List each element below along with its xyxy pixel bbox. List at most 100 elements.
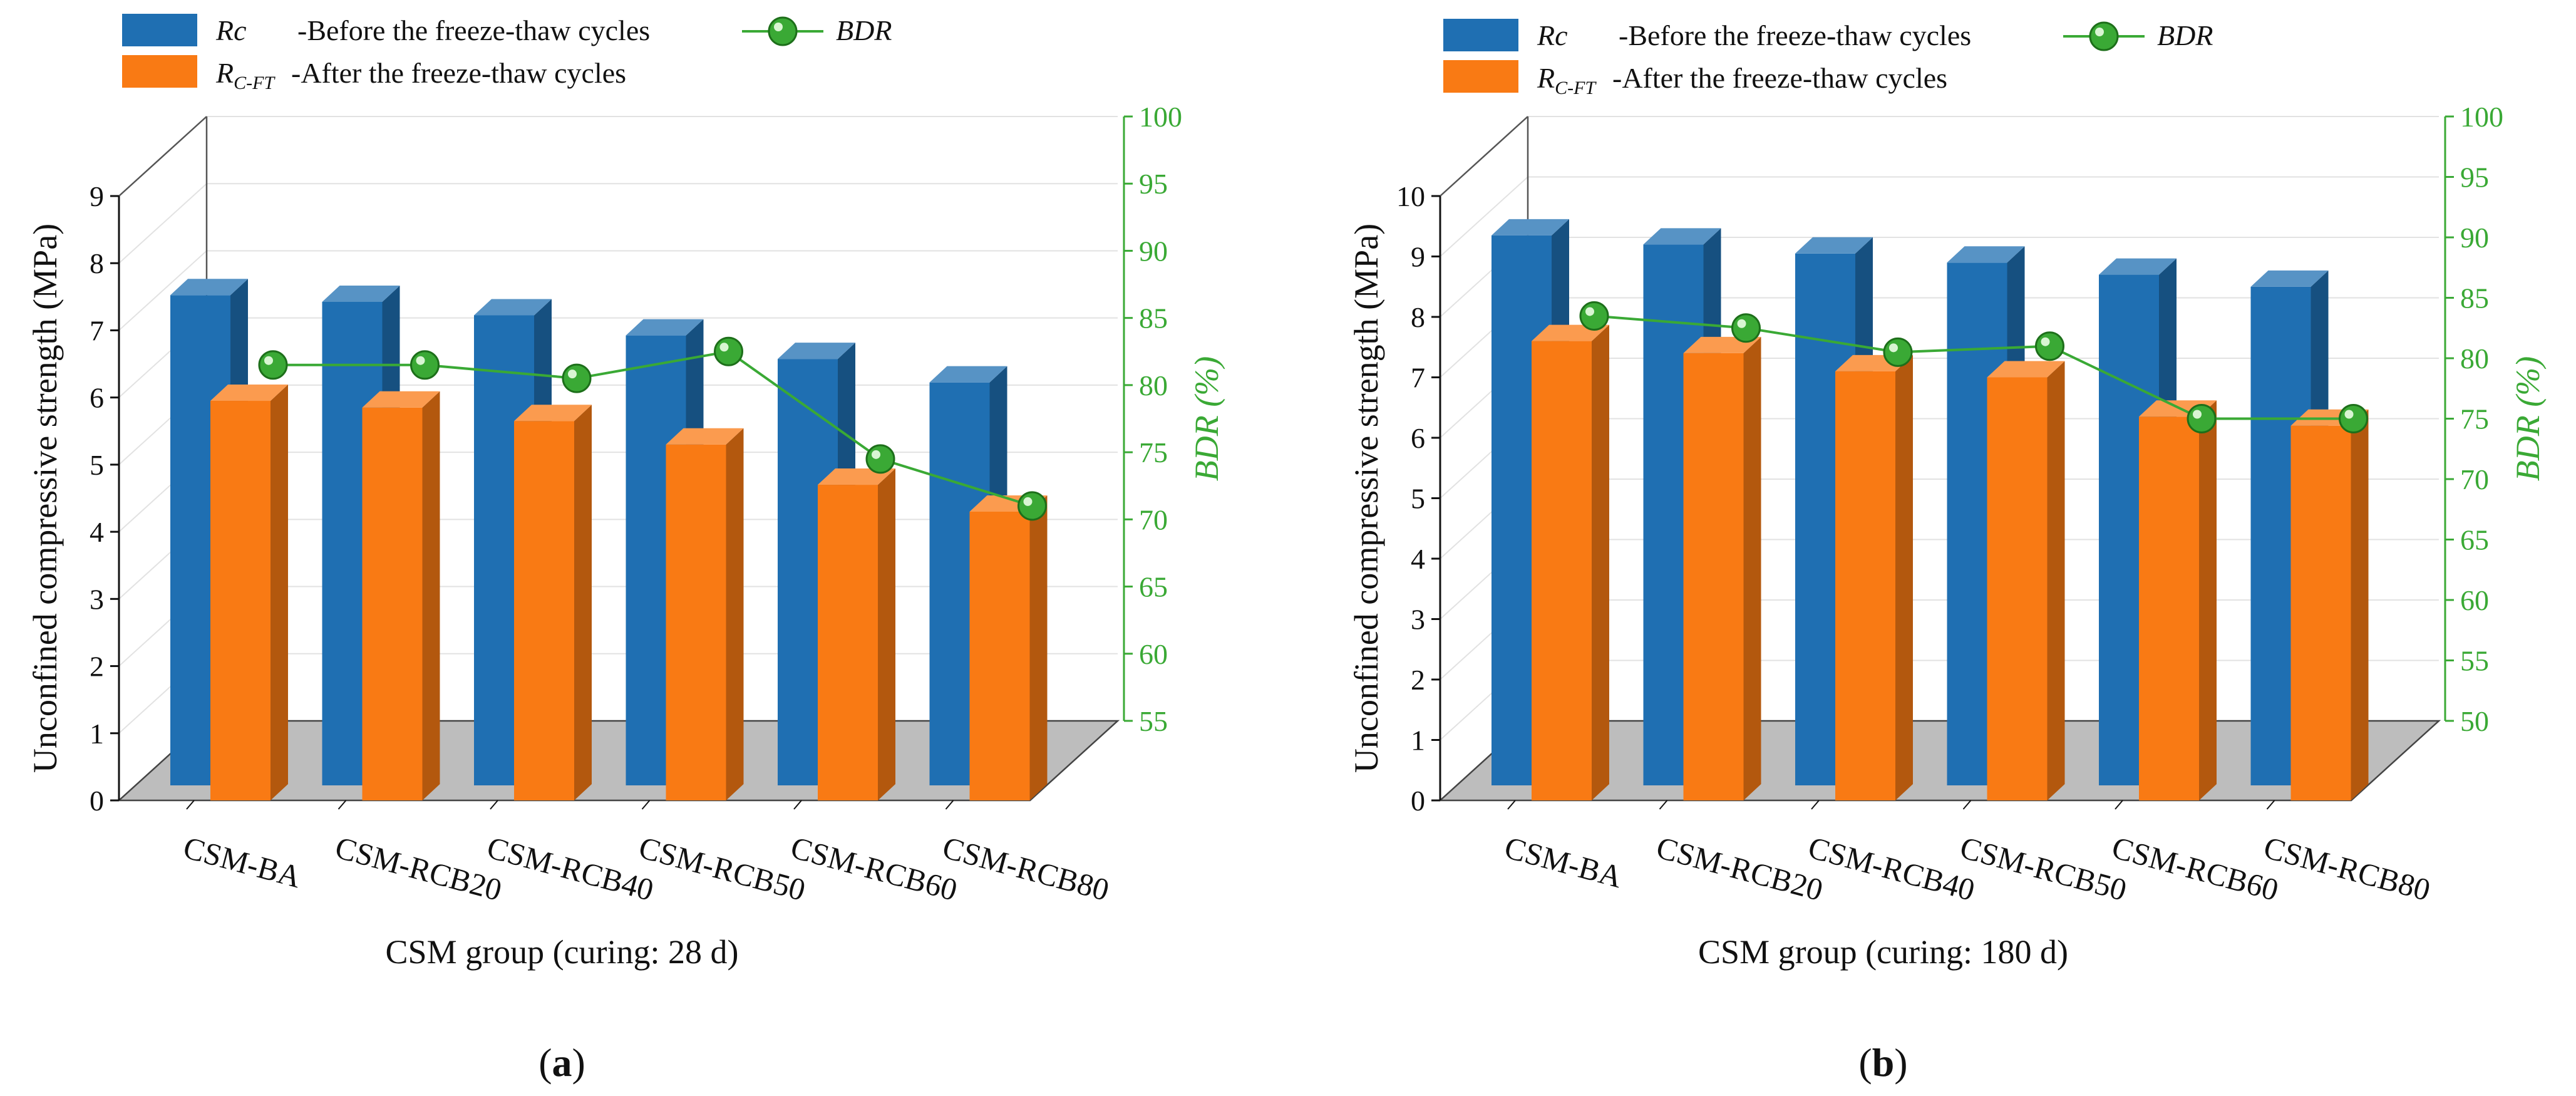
- x-tick-label-2: CSM-RCB40: [483, 830, 657, 908]
- y-tick-label: 4: [90, 516, 104, 548]
- legend-text-rc: -Before the freeze-thaw cycles: [1619, 19, 1971, 51]
- legend-marker-highlight: [2095, 28, 2104, 36]
- bar-rcft-1: [1683, 336, 1761, 800]
- x-tick: [2115, 800, 2123, 810]
- bar-side: [2199, 400, 2217, 800]
- legend-marker-bdr: [768, 16, 798, 46]
- bar-top: [322, 286, 400, 302]
- bar-side: [270, 385, 288, 800]
- x-tick: [793, 800, 802, 810]
- bar-top: [362, 391, 440, 408]
- x-tick-label-3: CSM-RCB50: [1957, 830, 2131, 908]
- y-tick-label: 1: [1411, 725, 1425, 757]
- bar-rcft-1: [362, 391, 440, 800]
- panel-letter: b: [1872, 1040, 1895, 1085]
- y-tick-label: 9: [90, 180, 104, 212]
- panel-label: (b): [1858, 1040, 1907, 1085]
- bar-front: [2290, 425, 2351, 800]
- legend-symbol-r: R: [1537, 62, 1555, 94]
- x-axis-title: CSM group (curing: 180 d): [1698, 933, 2068, 971]
- bar-side: [1895, 354, 1913, 800]
- bar-front: [514, 421, 574, 800]
- x-tick-label-1: CSM-RCB20: [1653, 830, 1827, 908]
- bar-rcft-0: [1532, 324, 1609, 800]
- bdr-point-highlight: [264, 356, 273, 365]
- bdr-point-highlight: [1023, 497, 1033, 506]
- y2-tick-label: 65: [2460, 524, 2489, 556]
- x-tick-label-1: CSM-RCB20: [332, 830, 506, 908]
- bdr-point-0: [258, 350, 288, 380]
- bdr-point-highlight: [719, 343, 729, 352]
- bar-rcft-4: [818, 468, 895, 800]
- legend-symbol-rcft: RC-FT: [215, 57, 276, 93]
- bar-rcft-0: [210, 385, 288, 800]
- y-tick-label: 10: [1396, 180, 1425, 212]
- bdr-point-1: [1731, 313, 1761, 343]
- bdr-point-highlight: [1585, 307, 1594, 316]
- bar-front: [1532, 341, 1592, 800]
- y-tick-label: 5: [1411, 483, 1425, 515]
- bar-top: [210, 385, 288, 401]
- legend-subscript: C-FT: [1555, 78, 1597, 98]
- legend-text-bdr: BDR: [2157, 19, 2213, 51]
- bar-side: [1592, 324, 1609, 800]
- y2-tick-label: 65: [1139, 571, 1168, 603]
- y-tick-label: 7: [90, 314, 104, 346]
- y-axis-title: Unconfined compressive strength (MPa): [26, 224, 64, 773]
- y2-tick-label: 90: [1139, 235, 1168, 267]
- x-tick: [1507, 800, 1516, 810]
- x-tick-label-4: CSM-RCB60: [2108, 830, 2282, 908]
- bar-front: [362, 407, 423, 800]
- legend-symbol-rcft: RC-FT: [1537, 62, 1597, 98]
- y-tick-label: 3: [1411, 604, 1425, 636]
- bar-top: [1643, 228, 1721, 245]
- y2-tick-label: 95: [1139, 168, 1168, 200]
- bdr-point-highlight: [568, 370, 577, 379]
- y-tick-label: 0: [90, 785, 104, 817]
- legend-text-rcft: -After the freeze-thaw cycles: [291, 57, 626, 89]
- bdr-point-3: [714, 336, 743, 366]
- bar-front: [666, 444, 726, 800]
- bdr-point-1: [410, 350, 440, 380]
- bar-top: [474, 299, 552, 316]
- y-tick-label: 3: [90, 583, 104, 615]
- legend-symbol-rc: Rc: [215, 14, 247, 46]
- bdr-point-2: [562, 363, 592, 393]
- legend-marker-bdr: [2089, 21, 2119, 51]
- top-depth-edge: [118, 116, 207, 197]
- x-tick-label-5: CSM-RCB80: [2260, 830, 2434, 908]
- x-tick: [337, 800, 347, 810]
- y2-tick-label: 55: [2460, 645, 2489, 677]
- y2-axis-title: BDR (%): [2509, 356, 2547, 481]
- y-tick-label: 2: [90, 651, 104, 683]
- chart-panel-b: 0 1 2 3 4 5 6 7 8 9 10 Unconfined compressive stren…: [1347, 19, 2547, 1085]
- legend-swatch-rcft: [1443, 60, 1518, 93]
- y2-tick-label: 70: [2460, 463, 2489, 495]
- bar-top: [514, 405, 592, 421]
- y-axis-title: Unconfined compressive strength (MPa): [1347, 224, 1385, 773]
- y2-tick-label: 75: [1139, 437, 1168, 468]
- legend-subscript: C-FT: [234, 73, 276, 93]
- bar-rcft-2: [1835, 354, 1913, 800]
- bdr-point-4: [865, 444, 895, 474]
- bar-side: [1029, 495, 1048, 800]
- bar-front: [1987, 377, 2048, 800]
- legend-swatch-rcft: [122, 55, 197, 88]
- x-tick: [641, 800, 651, 810]
- legend-symbol-rc: Rc: [1537, 19, 1568, 51]
- bar-front: [210, 401, 270, 800]
- bar-top: [666, 428, 744, 445]
- y-tick-label: 7: [1411, 362, 1425, 394]
- bdr-point-highlight: [2193, 410, 2202, 419]
- y2-tick-label: 85: [1139, 302, 1168, 334]
- x-tick-label-0: CSM-BA: [180, 830, 305, 895]
- bar-top: [1987, 361, 2065, 378]
- y-tick-label: 5: [90, 449, 104, 481]
- y-tick-label: 2: [1411, 664, 1425, 696]
- y-tick-label: 1: [90, 718, 104, 750]
- legend-swatch-rc: [122, 14, 197, 46]
- y2-tick-label: 80: [2460, 343, 2489, 375]
- bdr-line: [1594, 314, 2354, 420]
- y-tick-label: 4: [1411, 543, 1425, 575]
